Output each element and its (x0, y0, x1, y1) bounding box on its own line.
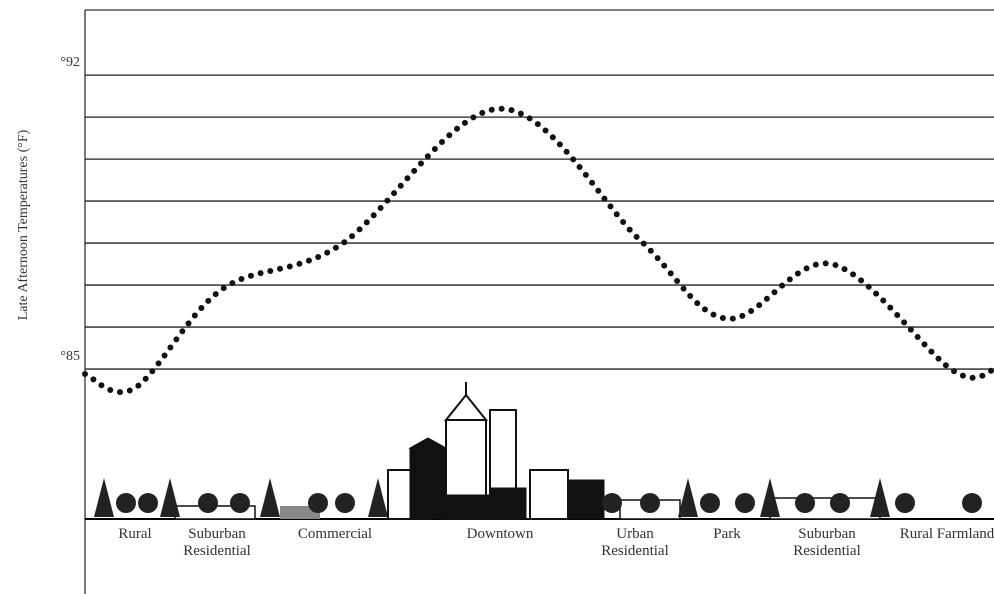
tree (308, 493, 328, 513)
y-tick-label: °85 (60, 349, 80, 364)
x-tick-label: Commercial (297, 526, 373, 542)
tree (700, 493, 720, 513)
temperature-line (82, 105, 994, 396)
tree (735, 493, 755, 513)
y-axis-title: Late Afternoon Temperatures (°F) (16, 129, 31, 320)
x-tick-label: Urban Residential (601, 526, 669, 559)
x-tick-label: Park (713, 526, 741, 542)
tree (198, 493, 218, 513)
tree (260, 478, 280, 517)
y-tick-label: °92 (60, 55, 80, 70)
tree (230, 493, 250, 513)
tree (870, 478, 890, 517)
x-tick-label: Suburban Residential (183, 526, 251, 559)
tree (640, 493, 660, 513)
x-tick-label: Rural (118, 526, 152, 542)
tree (678, 478, 698, 517)
x-tick-label: Rural Farmland (899, 526, 994, 542)
tree (830, 493, 850, 513)
tree (962, 493, 982, 513)
trees (94, 478, 982, 517)
tree (760, 478, 780, 517)
tree (116, 493, 136, 513)
tree (795, 493, 815, 513)
tree (602, 493, 622, 513)
tree (895, 493, 915, 513)
tree (138, 493, 158, 513)
x-tick-label: Suburban Residential (793, 526, 861, 559)
tree (335, 493, 355, 513)
x-tick-label: Downtown (466, 526, 534, 542)
tree (94, 478, 114, 517)
tree (368, 478, 388, 517)
tree (160, 478, 180, 517)
